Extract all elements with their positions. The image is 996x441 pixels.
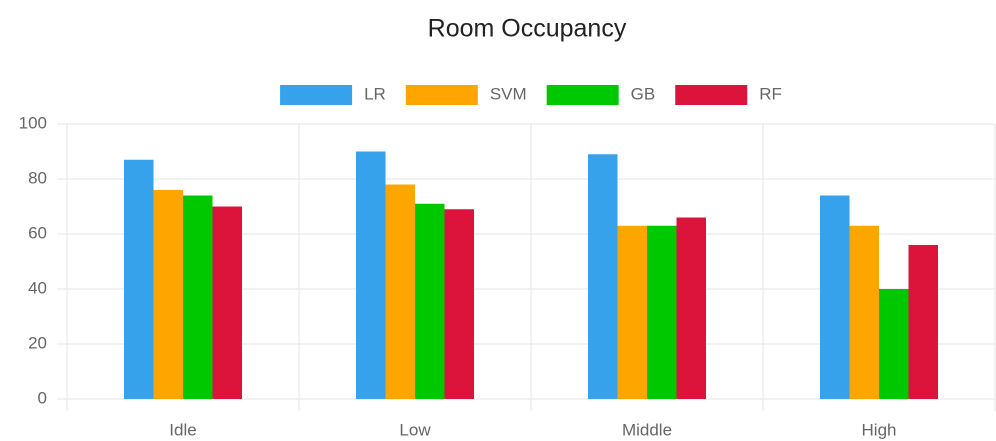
bar	[415, 203, 445, 399]
bar	[588, 154, 618, 399]
bar	[153, 190, 183, 399]
bar	[617, 225, 647, 399]
y-tick-label: 20	[28, 333, 47, 352]
y-tick-label: 40	[28, 278, 47, 297]
bar	[676, 217, 706, 399]
legend-label: SVM	[490, 84, 527, 103]
legend-swatch	[675, 85, 748, 105]
legend-swatch	[280, 85, 353, 105]
bar	[879, 289, 909, 399]
bar	[183, 195, 213, 399]
x-tick-label: Low	[399, 420, 431, 439]
bar	[849, 225, 879, 399]
chart-title: Room Occupancy	[428, 15, 627, 43]
legend-swatch	[546, 85, 619, 105]
legend-label: GB	[631, 84, 656, 103]
x-tick-label: High	[862, 420, 897, 439]
bar	[212, 206, 242, 399]
y-tick-label: 80	[28, 168, 47, 187]
x-tick-label: Middle	[622, 420, 672, 439]
bar	[356, 151, 386, 399]
y-tick-label: 60	[28, 223, 47, 242]
legend-label: RF	[759, 84, 782, 103]
y-tick-label: 0	[38, 388, 47, 407]
y-tick-label: 100	[19, 113, 47, 132]
bar	[820, 195, 850, 399]
bar	[385, 184, 415, 399]
x-tick-label: Idle	[169, 420, 196, 439]
legend-label: LR	[364, 84, 386, 103]
bar	[444, 209, 474, 399]
bar	[647, 225, 677, 399]
legend-swatch	[405, 85, 478, 105]
bar	[124, 159, 154, 399]
bar	[908, 245, 938, 399]
